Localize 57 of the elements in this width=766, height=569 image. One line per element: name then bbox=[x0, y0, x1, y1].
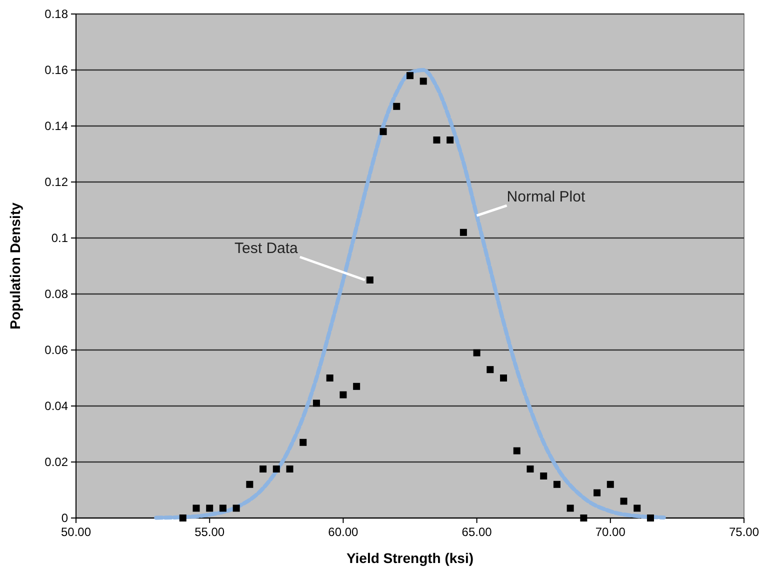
y-tick-label: 0.12 bbox=[44, 175, 68, 189]
point bbox=[366, 276, 374, 284]
x-tick-label: 50.00 bbox=[60, 525, 92, 539]
y-axis-title: Population Density bbox=[7, 202, 23, 330]
point bbox=[553, 480, 560, 488]
point bbox=[594, 489, 601, 496]
point bbox=[460, 228, 467, 236]
point bbox=[286, 466, 294, 472]
point bbox=[486, 366, 494, 374]
point bbox=[580, 514, 588, 522]
x-tick-label: 55.00 bbox=[194, 525, 225, 539]
point bbox=[353, 382, 360, 390]
x-tick-label: 75.00 bbox=[728, 525, 760, 539]
point bbox=[646, 514, 654, 522]
point bbox=[433, 136, 440, 144]
point bbox=[393, 102, 400, 110]
point bbox=[192, 504, 200, 512]
line-series bbox=[154, 68, 666, 520]
x-axis-title: Yield Strength (ksi) bbox=[346, 550, 474, 566]
point bbox=[473, 349, 480, 356]
y-tick-label: 0 bbox=[61, 511, 68, 525]
x-tick-label: 60.00 bbox=[328, 525, 359, 539]
y-tick-label: 0.16 bbox=[44, 63, 68, 77]
point bbox=[606, 480, 614, 488]
point bbox=[566, 504, 574, 512]
point bbox=[446, 136, 454, 144]
point bbox=[513, 447, 520, 454]
point bbox=[500, 374, 508, 382]
y-tick-label: 0.08 bbox=[44, 287, 68, 301]
point bbox=[300, 438, 307, 446]
point bbox=[246, 480, 254, 488]
y-tick-label: 0.06 bbox=[44, 343, 68, 357]
y-tick-label: 0.14 bbox=[44, 119, 68, 133]
y-tick-label: 0.02 bbox=[44, 455, 68, 469]
x-tick-label: 65.00 bbox=[462, 525, 492, 539]
point bbox=[620, 498, 628, 505]
point bbox=[540, 472, 548, 480]
y-tick-label: 0.18 bbox=[44, 7, 68, 21]
point bbox=[219, 504, 226, 512]
x-tick-label: 70.00 bbox=[595, 525, 626, 539]
y-tick-label: 0.1 bbox=[51, 231, 68, 245]
point bbox=[260, 466, 267, 472]
y-tick-label: 0.04 bbox=[44, 399, 68, 413]
point bbox=[232, 504, 240, 512]
point bbox=[179, 514, 186, 522]
point bbox=[526, 466, 534, 472]
point bbox=[634, 504, 641, 512]
point bbox=[206, 504, 214, 512]
point bbox=[312, 400, 320, 407]
text: Test Data bbox=[234, 240, 299, 257]
point bbox=[272, 466, 280, 472]
text: Normal Plot bbox=[506, 188, 586, 206]
point bbox=[380, 128, 387, 136]
point bbox=[406, 72, 414, 80]
point bbox=[420, 78, 427, 85]
point bbox=[340, 391, 347, 398]
point bbox=[326, 374, 334, 382]
